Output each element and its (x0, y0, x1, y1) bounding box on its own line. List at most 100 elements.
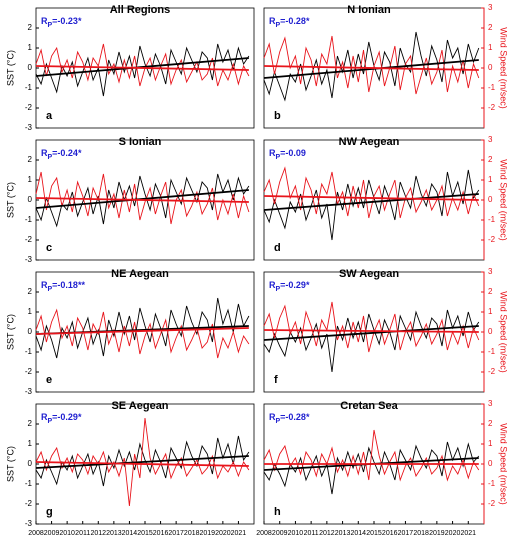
y-tick-label: -1 (25, 83, 33, 92)
panel-letter: g (46, 506, 53, 518)
y-axis-label: SST (°C) (5, 182, 15, 218)
y2-tick-label: 2 (488, 287, 493, 296)
corr-symbol: R (41, 16, 48, 26)
trend-line (263, 195, 479, 201)
corr-symbol: R (269, 280, 276, 290)
x-tick-label: 2009 (272, 530, 288, 537)
corr-subscript: P (276, 286, 281, 293)
panel: -2 -1 0 1 2 3 Wind Speed (m/sec) N Ionian RP=-0.… (263, 3, 509, 129)
y-tick-label: -1 (25, 347, 33, 356)
corr-value: =-0.18** (52, 280, 85, 290)
panel-title: NW Aegean (339, 136, 400, 148)
panel-title: SE Aegean (111, 400, 168, 412)
y2-tick-label: 3 (488, 3, 493, 12)
corr-symbol: R (269, 16, 276, 26)
x-tick-label: 2015 (366, 530, 382, 537)
y-tick-label: 2 (28, 23, 33, 32)
trend-line (35, 197, 249, 203)
corr-subscript: P (276, 418, 281, 425)
y-tick-label: 0 (28, 195, 33, 204)
x-tick-label: 2021 (460, 530, 476, 537)
y-tick-label: 1 (28, 43, 33, 52)
y2-axis-label: Wind Speed (m/sec) (499, 291, 509, 373)
panel: -3 -2 -1 0 1 2 SST (°C) S Ionian RP=-0.24* c (5, 136, 255, 264)
correlation: RP=-0.28* (269, 16, 310, 28)
y2-tick-label: -2 (488, 499, 496, 508)
corr-value: =-0.23* (52, 16, 82, 26)
series-line (263, 169, 480, 241)
y2-tick-label: -2 (488, 103, 496, 112)
panel-title: Cretan Sea (340, 400, 398, 412)
trend-line (35, 189, 249, 209)
series-line (35, 43, 250, 87)
corr-subscript: P (48, 22, 53, 29)
x-tick-label: 2020 (445, 530, 461, 537)
panel-letter: e (46, 374, 52, 386)
x-tick-label: 2013 (106, 530, 122, 537)
y2-tick-label: -1 (488, 83, 496, 92)
y-tick-label: -3 (25, 255, 33, 264)
y2-tick-label: -2 (488, 235, 496, 244)
x-tick-label: 2014 (350, 530, 366, 537)
y-axis-label: SST (°C) (5, 314, 15, 350)
y-tick-label: -3 (25, 519, 33, 528)
y-tick-label: 1 (28, 307, 33, 316)
corr-subscript: P (48, 418, 53, 425)
y-tick-label: -2 (25, 367, 33, 376)
series-line (263, 35, 480, 95)
panel-letter: d (274, 242, 281, 254)
trend-line (35, 65, 249, 71)
y-tick-label: 1 (28, 439, 33, 448)
x-tick-label: 2015 (137, 530, 153, 537)
y2-axis-label: Wind Speed (m/sec) (499, 423, 509, 505)
y-tick-label: -1 (25, 479, 33, 488)
y2-tick-label: 1 (488, 307, 493, 316)
series-line (35, 43, 250, 97)
corr-value: =-0.09 (280, 148, 306, 158)
correlation: RP=-0.09 (269, 148, 306, 160)
y2-tick-label: 0 (488, 459, 493, 468)
corr-symbol: R (269, 412, 276, 422)
panel-letter: b (274, 110, 281, 122)
trend-line (263, 325, 479, 341)
y-tick-label: 2 (28, 419, 33, 428)
corr-subscript: P (48, 154, 53, 161)
x-tick-label: 2017 (398, 530, 414, 537)
y2-tick-label: 1 (488, 43, 493, 52)
y2-tick-label: -1 (488, 347, 496, 356)
x-tick-label: 2019 (429, 530, 445, 537)
corr-value: =-0.29* (280, 280, 310, 290)
panel-letter: h (274, 506, 281, 518)
correlation: RP=-0.24* (41, 148, 82, 160)
y2-tick-label: 2 (488, 23, 493, 32)
x-tick-label: 2020 (215, 530, 231, 537)
panel-title: SW Aegean (339, 268, 399, 280)
y-axis-label: SST (°C) (5, 50, 15, 86)
y-tick-label: 2 (28, 287, 33, 296)
series-line (263, 301, 480, 353)
correlation: RP=-0.29* (41, 412, 82, 424)
x-tick-label: 2018 (184, 530, 200, 537)
x-tick-label: 2008 (256, 530, 272, 537)
y2-tick-label: -2 (488, 367, 496, 376)
trend-line (35, 327, 249, 335)
panel: -3 -2 -1 0 1 2 SST (°C) All Regions RP=-0.23* a (5, 4, 255, 132)
x-tick-label: 2016 (382, 530, 398, 537)
series-line (263, 429, 480, 482)
trend-line (263, 65, 479, 71)
y-tick-label: -2 (25, 103, 33, 112)
corr-value: =-0.28* (280, 412, 310, 422)
y-tick-label: 2 (28, 155, 33, 164)
trend-line (35, 57, 249, 77)
panel-title: NE Aegean (111, 268, 169, 280)
correlation: RP=-0.18** (41, 280, 85, 292)
panel: -3 -2 -1 0 1 2 SST (°C) NE Aegean RP=-0.18** e (5, 268, 255, 396)
x-tick-label: 2011 (304, 530, 319, 537)
x-tick-label: 2013 (335, 530, 351, 537)
series-line (35, 417, 250, 507)
panel-letter: c (46, 242, 52, 254)
x-tick-label: 2014 (122, 530, 138, 537)
y-tick-label: 0 (28, 327, 33, 336)
corr-symbol: R (41, 280, 48, 290)
